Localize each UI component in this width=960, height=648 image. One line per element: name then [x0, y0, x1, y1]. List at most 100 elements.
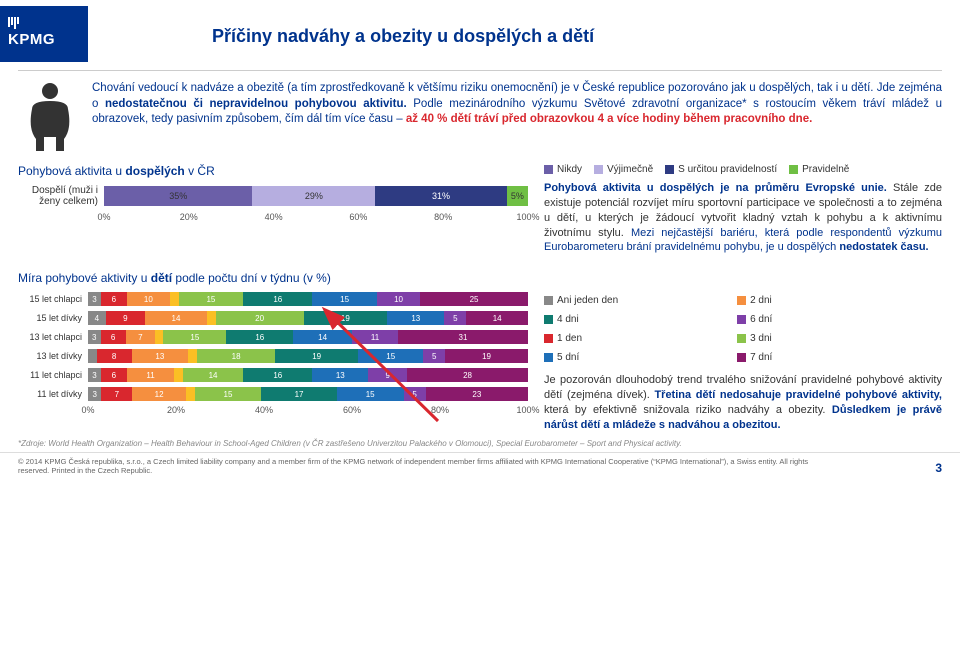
chart2-segment: 19 [445, 349, 528, 363]
x-tick: 20% [180, 212, 198, 222]
legend-item: Pravidelně [789, 164, 849, 175]
chart2-segment: 28 [407, 368, 528, 382]
row2: 15 let chlapci3610151615102515 let dívky… [0, 291, 960, 432]
swatch-icon [544, 315, 553, 324]
legend-item: 4 dni [544, 314, 723, 325]
intro-text-red: až 40 % dětí tráví před obrazovkou 4 a v… [406, 113, 812, 125]
chart2-row: 11 let dívky3712151715523 [18, 386, 528, 402]
chart2-track: 3611141613928 [88, 368, 528, 382]
chart2-segment: 5 [404, 387, 426, 401]
x-tick: 40% [265, 212, 283, 222]
footer: © 2014 KPMG Česká republika, s.r.o., a C… [0, 452, 960, 479]
chart2-segment [170, 292, 179, 306]
chart2-segment: 31 [398, 330, 528, 344]
chart2-row: 13 let dívky813181915519 [18, 348, 528, 364]
chart2-segment: 19 [304, 311, 388, 325]
chart2-segment: 12 [132, 387, 185, 401]
chart2-segment: 13 [387, 311, 444, 325]
chart1-title: Pohybová aktivita u dospělých v ČR [18, 164, 528, 178]
kpmg-logo: KPMG [0, 6, 88, 58]
chart2-row: 15 let chlapci36101516151025 [18, 291, 528, 307]
chart2-segment: 15 [195, 387, 262, 401]
chart2-track: 4914201913514 [88, 311, 528, 325]
right2: Ani jeden den2 dni4 dni6 dní1 den3 dni5 … [544, 291, 942, 432]
chart2-track: 3712151715523 [88, 387, 528, 401]
legend-item: 5 dní [544, 352, 723, 363]
x-tick: 100% [516, 405, 539, 415]
chart2-segment: 15 [179, 292, 244, 306]
chart2-segment [155, 330, 163, 344]
chart2-segment: 3 [88, 330, 101, 344]
chart2-segment: 11 [127, 368, 174, 382]
x-tick: 60% [349, 212, 367, 222]
chart2-segment: 19 [275, 349, 358, 363]
chart2-segment: 14 [183, 368, 243, 382]
swatch-icon [544, 334, 553, 343]
right2-b: Třetina dětí nedosahuje pravidelné pohyb… [654, 389, 942, 401]
chart2-segment: 14 [145, 311, 207, 325]
right1: Nikdy Výjimečně S určitou pravidelností Pra… [544, 164, 942, 255]
chart2-row: 13 let chlapci3671516141131 [18, 329, 528, 345]
chart2-segment: 15 [358, 349, 423, 363]
x-tick: 100% [516, 212, 539, 222]
chart1-row: Dospělí (muži i ženy celkem) 35%29%31%5% [18, 184, 528, 208]
chart2-row: 11 let chlapci3611141613928 [18, 367, 528, 383]
legend-item: 2 dni [737, 295, 916, 306]
right1-text: Pohybová aktivita u dospělých je na prům… [544, 181, 942, 255]
chart1-segment: 31% [375, 186, 506, 206]
right1-tail-b: nedostatek času. [839, 241, 928, 253]
swatch-icon [544, 165, 553, 174]
x-tick: 20% [167, 405, 185, 415]
chart2-segment: 16 [243, 368, 312, 382]
swatch-icon [665, 165, 674, 174]
x-tick: 40% [255, 405, 273, 415]
chart2-row-label: 11 let chlapci [18, 370, 88, 380]
copyright: © 2014 KPMG Česká republika, s.r.o., a C… [18, 457, 838, 475]
chart2-container: 15 let chlapci3610151615102515 let dívky… [18, 291, 528, 432]
chart2: 15 let chlapci3610151615102515 let dívky… [18, 291, 528, 402]
chart2-segment: 6 [101, 330, 126, 344]
chart1: Dospělí (muži i ženy celkem) 35%29%31%5%… [18, 184, 528, 226]
right1-lead: Pohybová aktivita u dospělých je na prům… [544, 182, 887, 194]
chart2-segment: 25 [420, 292, 528, 306]
x-tick: 60% [343, 405, 361, 415]
chart2-row-label: 15 let chlapci [18, 294, 88, 304]
page-number: 3 [935, 461, 942, 475]
x-tick: 80% [431, 405, 449, 415]
chart2-segment: 15 [337, 387, 404, 401]
chart2-segment [186, 387, 195, 401]
chart2-row-label: 13 let chlapci [18, 332, 88, 342]
chart2-row-label: 15 let dívky [18, 313, 88, 323]
intro-block: Chování vedoucí k nadváze a obezitě (a t… [0, 71, 960, 160]
chart2-segment: 13 [132, 349, 189, 363]
chart2-row: 15 let dívky4914201913514 [18, 310, 528, 326]
legend-item: 3 dni [737, 333, 916, 344]
legend-label: 4 dni [557, 314, 579, 325]
obese-silhouette-icon [18, 81, 82, 156]
legend-item: S určitou pravidelností [665, 164, 777, 175]
chart2-track: 813181915519 [88, 349, 528, 363]
legend-label: Ani jeden den [557, 295, 618, 306]
legend-label: Výjimečně [607, 164, 653, 175]
chart2-track: 36101516151025 [88, 292, 528, 306]
chart2-segment: 10 [127, 292, 170, 306]
chart2-segment: 10 [377, 292, 420, 306]
chart2-segment: 3 [88, 292, 101, 306]
swatch-icon [737, 353, 746, 362]
chart2-segment: 11 [352, 330, 398, 344]
legend-item: 1 den [544, 333, 723, 344]
swatch-icon [737, 315, 746, 324]
legend-item: Nikdy [544, 164, 582, 175]
chart2-row-label: 11 let dívky [18, 389, 88, 399]
chart2-segment: 3 [88, 387, 101, 401]
chart2-segment [174, 368, 183, 382]
chart2-xaxis: 0%20%40%60%80%100% [88, 405, 528, 419]
legend-item: Výjimečně [594, 164, 653, 175]
header: KPMG Příčiny nadváhy a obezity u dospělý… [0, 0, 960, 64]
chart1-segment: 5% [507, 186, 528, 206]
swatch-icon [737, 334, 746, 343]
chart2-segment: 9 [368, 368, 407, 382]
chart2-segment: 8 [97, 349, 132, 363]
logo-text: KPMG [8, 31, 55, 48]
chart2-segment: 13 [312, 368, 368, 382]
